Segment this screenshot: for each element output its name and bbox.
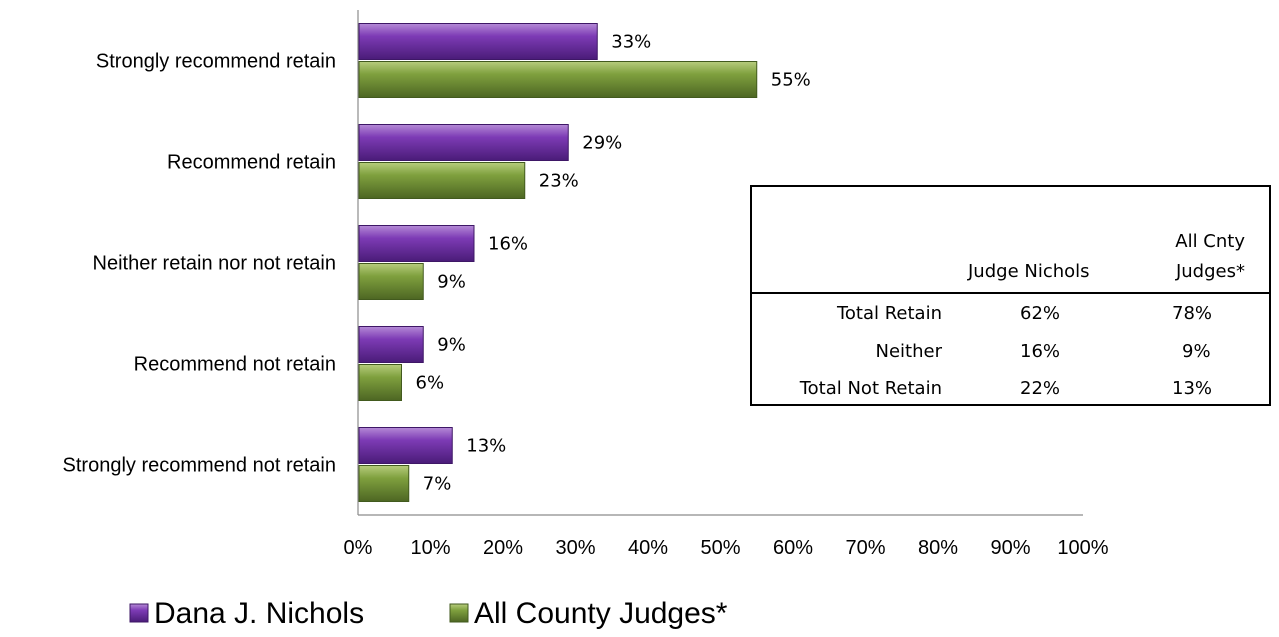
bar <box>358 364 402 401</box>
category-label: Strongly recommend retain <box>96 51 336 73</box>
data-label: 33% <box>611 32 651 53</box>
x-tick-label: 30% <box>555 537 595 559</box>
category-label: Recommend retain <box>167 152 336 174</box>
bar <box>358 162 526 199</box>
row-label-total-retain: Total Retain <box>836 303 942 324</box>
data-label: 7% <box>423 474 452 495</box>
legend-label: Dana J. Nichols <box>154 597 364 630</box>
data-label: 6% <box>416 373 445 394</box>
x-tick-label: 10% <box>410 537 450 559</box>
data-label: 9% <box>437 272 466 293</box>
bar <box>358 326 424 363</box>
legend-label: All County Judges* <box>474 597 728 630</box>
x-tick-label: 50% <box>700 537 740 559</box>
x-tick-label: 80% <box>918 537 958 559</box>
data-label: 29% <box>582 133 622 154</box>
x-tick-label: 90% <box>990 537 1030 559</box>
category-label: Recommend not retain <box>134 354 336 376</box>
data-label: 55% <box>771 70 811 91</box>
row-all-neither: 9% <box>1182 341 1211 362</box>
header-judge-nichols: Judge Nichols <box>968 261 1090 282</box>
row-nichols-neither: 16% <box>1020 341 1061 362</box>
summary-table: Judge Nichols All Cnty Judges* Total Ret… <box>750 185 1271 406</box>
bar <box>358 61 758 98</box>
bar <box>358 23 598 60</box>
row-label-total-not-retain: Total Not Retain <box>799 378 942 399</box>
row-label-neither: Neither <box>875 341 942 362</box>
bar <box>358 263 424 300</box>
row-nichols-total-retain: 62% <box>1020 303 1061 324</box>
data-label: 16% <box>488 234 528 255</box>
bar <box>358 427 453 464</box>
legend-swatch <box>129 603 149 623</box>
data-label: 13% <box>466 436 506 457</box>
x-tick-label: 40% <box>628 537 668 559</box>
x-tick-label: 70% <box>845 537 885 559</box>
category-label: Strongly recommend not retain <box>63 455 336 477</box>
header-judges: Judges* <box>1175 261 1245 282</box>
bar <box>358 124 569 161</box>
bar <box>358 225 475 262</box>
data-label: 9% <box>437 335 466 356</box>
header-all-cnty: All Cnty <box>1175 231 1245 252</box>
row-nichols-total-not-retain: 22% <box>1020 378 1061 399</box>
x-tick-label: 60% <box>773 537 813 559</box>
data-label: 23% <box>539 171 579 192</box>
category-label: Neither retain nor not retain <box>93 253 336 275</box>
bar <box>358 465 410 502</box>
x-tick-label: 100% <box>1057 537 1108 559</box>
row-all-total-retain: 78% <box>1172 303 1213 324</box>
row-all-total-not-retain: 13% <box>1172 378 1213 399</box>
x-tick-label: 0% <box>344 537 373 559</box>
x-tick-label: 20% <box>483 537 523 559</box>
legend-swatch <box>449 603 469 623</box>
table-header: Judge Nichols All Cnty Judges* <box>752 187 1269 294</box>
